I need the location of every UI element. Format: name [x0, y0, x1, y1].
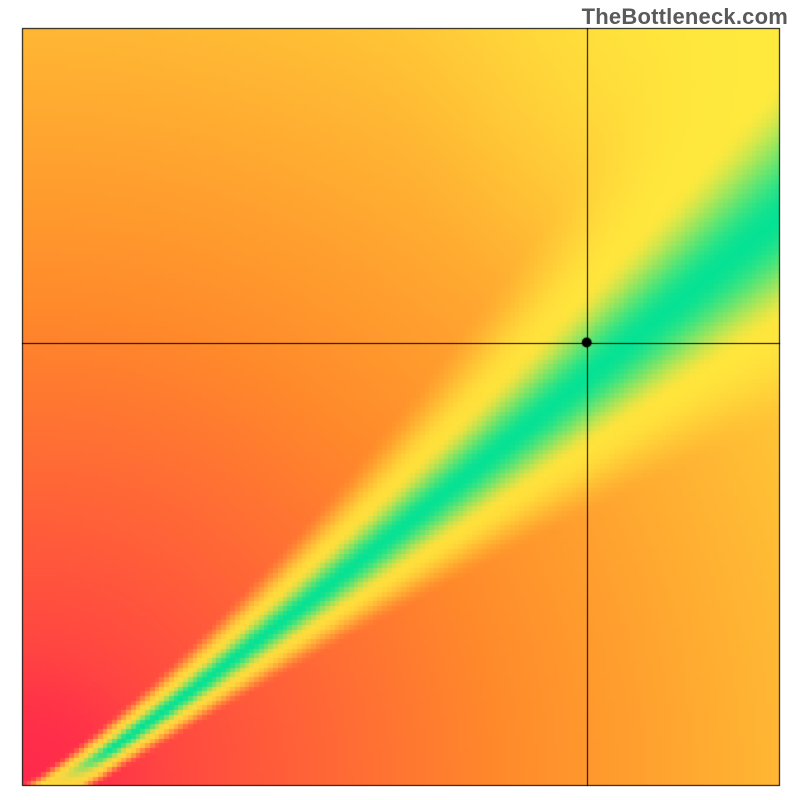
watermark-label: TheBottleneck.com	[582, 4, 788, 30]
heatmap-canvas	[0, 0, 800, 800]
chart-container: TheBottleneck.com	[0, 0, 800, 800]
